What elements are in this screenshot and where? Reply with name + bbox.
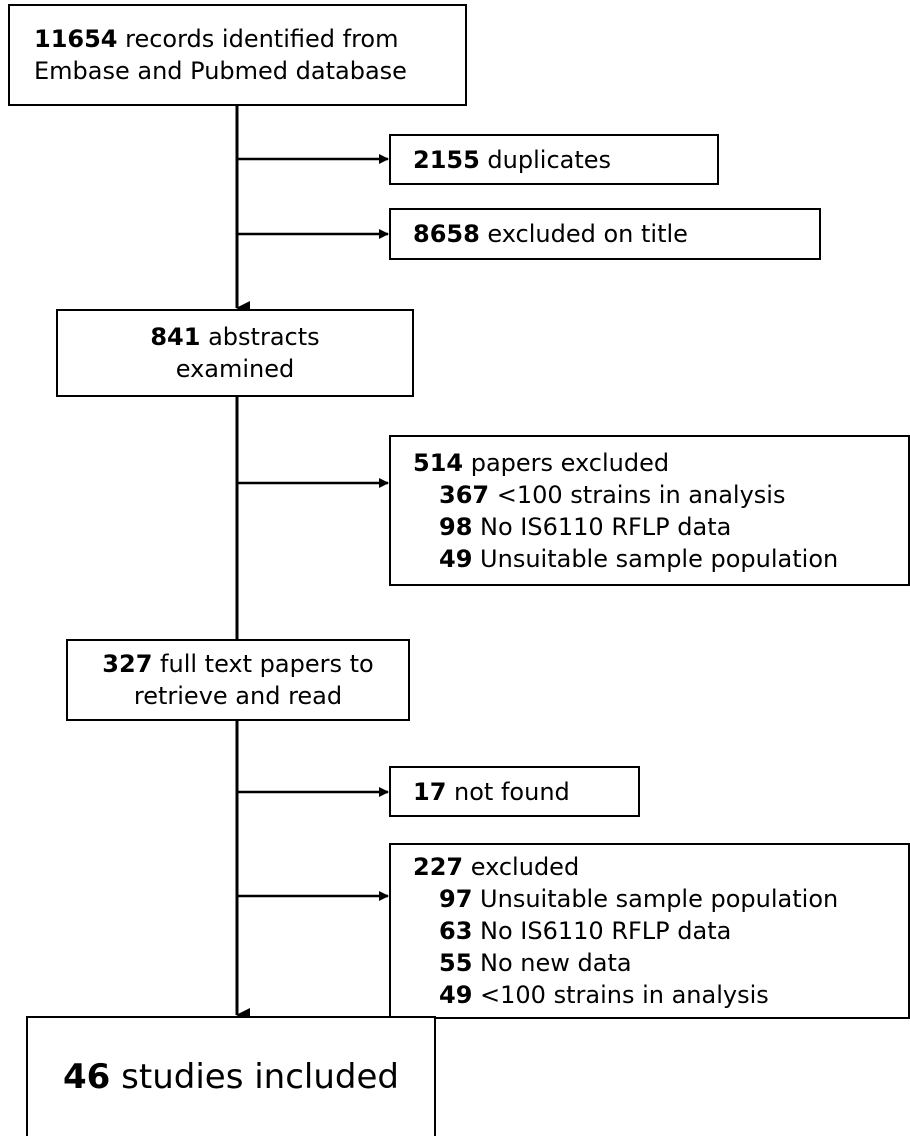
item-text: <100 strains in analysis xyxy=(472,981,769,1009)
full-text-count: 327 xyxy=(102,650,153,678)
papers-excluded-text: papers excluded xyxy=(463,448,670,477)
records-line-1: 11654 records identified from xyxy=(34,23,465,55)
excluded-item: 97 Unsuitable sample population xyxy=(413,883,908,915)
abstracts-count: 841 xyxy=(150,323,201,351)
item-count: 49 xyxy=(439,544,473,573)
excluded-count: 227 xyxy=(413,853,464,881)
excluded-item: 55 No new data xyxy=(413,947,908,979)
duplicates-text: duplicates xyxy=(479,145,612,174)
records-count: 11654 xyxy=(34,25,118,53)
full-text-box: 327 full text papers to retrieve and rea… xyxy=(66,639,410,721)
full-text-line-1: 327 full text papers to xyxy=(102,648,373,680)
item-text: No IS6110 RFLP data xyxy=(472,512,732,541)
papers-excluded-count: 514 xyxy=(413,448,464,477)
full-text-text-1: full text papers to xyxy=(152,650,374,678)
papers-excluded-item: 367 <100 strains in analysis xyxy=(413,479,908,511)
included-count: 46 xyxy=(63,1057,111,1097)
item-text: Unsuitable sample population xyxy=(472,544,839,573)
item-count: 98 xyxy=(439,512,473,541)
duplicates-count: 2155 xyxy=(413,145,480,174)
excluded-box: 227 excluded 97 Unsuitable sample popula… xyxy=(389,843,910,1019)
title-excluded-box: 8658 excluded on title xyxy=(389,208,821,260)
included-line: 46 studies included xyxy=(63,1057,399,1097)
papers-excluded-box: 514 papers excluded 367 <100 strains in … xyxy=(389,435,910,586)
records-line-2: Embase and Pubmed database xyxy=(34,57,407,85)
abstracts-line-1: 841 abstracts xyxy=(150,321,319,353)
title-excluded-text: excluded on title xyxy=(479,220,688,248)
item-count: 63 xyxy=(439,917,473,945)
full-text-line-2: retrieve and read xyxy=(133,682,343,710)
item-count: 367 xyxy=(439,480,490,509)
papers-excluded-item: 49 Unsuitable sample population xyxy=(413,543,908,575)
item-count: 97 xyxy=(439,885,473,913)
papers-excluded-line: 514 papers excluded xyxy=(413,447,908,479)
title-excluded-line: 8658 excluded on title xyxy=(413,218,819,250)
abstracts-line-2: examined xyxy=(175,355,295,383)
not-found-box: 17 not found xyxy=(389,766,640,817)
included-text: studies included xyxy=(110,1057,399,1097)
abstracts-box: 841 abstracts examined xyxy=(56,309,414,397)
duplicates-line: 2155 duplicates xyxy=(413,144,717,176)
studies-included-box: 46 studies included xyxy=(26,1016,436,1136)
item-text: Unsuitable sample population xyxy=(472,885,839,913)
records-text-1: records identified from xyxy=(117,25,399,53)
not-found-line: 17 not found xyxy=(413,776,638,808)
excluded-item: 63 No IS6110 RFLP data xyxy=(413,915,908,947)
item-text: No new data xyxy=(472,949,632,977)
excluded-text: excluded xyxy=(463,853,580,881)
item-count: 55 xyxy=(439,949,473,977)
item-text: <100 strains in analysis xyxy=(489,480,786,509)
item-text: No IS6110 RFLP data xyxy=(472,917,732,945)
title-excluded-count: 8658 xyxy=(413,220,480,248)
papers-excluded-item: 98 No IS6110 RFLP data xyxy=(413,511,908,543)
duplicates-box: 2155 duplicates xyxy=(389,134,719,185)
not-found-count: 17 xyxy=(413,777,447,806)
item-count: 49 xyxy=(439,981,473,1009)
excluded-item: 49 <100 strains in analysis xyxy=(413,979,908,1011)
records-box: 11654 records identified from Embase and… xyxy=(8,4,467,106)
abstracts-text-1: abstracts xyxy=(200,323,320,351)
excluded-line: 227 excluded xyxy=(413,851,908,883)
not-found-text: not found xyxy=(446,777,570,806)
